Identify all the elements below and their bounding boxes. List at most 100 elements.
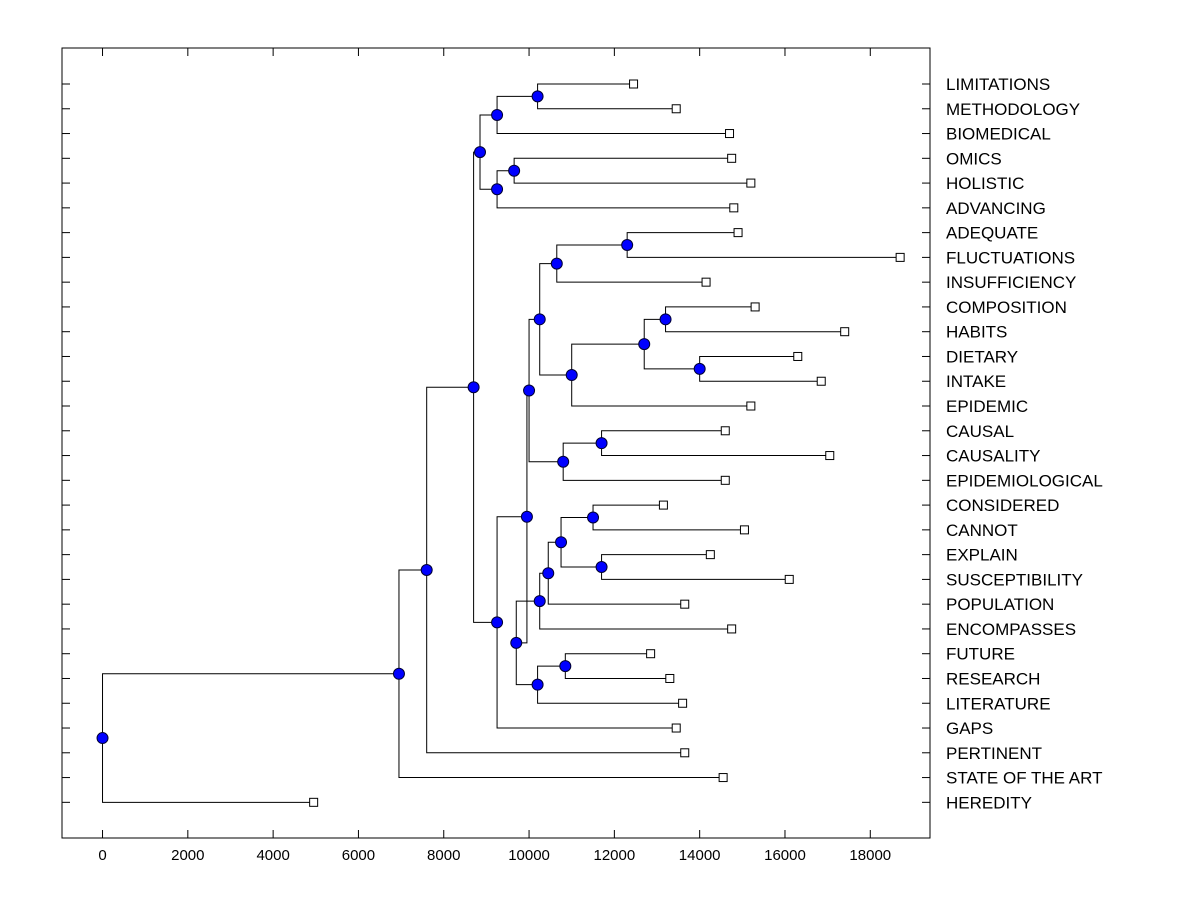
leaf-marker-state-of-the-art (718, 773, 728, 783)
branch-n11 (571, 343, 751, 407)
node-marker-n5 (474, 146, 487, 159)
node-marker-n15 (523, 384, 536, 397)
x-tick-label: 0 (98, 847, 106, 864)
node-marker-n3 (508, 164, 521, 177)
plot-frame (61, 47, 931, 839)
x-tick-label: 8000 (427, 847, 460, 864)
leaf-label-cannot: CANNOT (946, 521, 1018, 540)
branch-n27 (426, 386, 685, 754)
leaf-label-causal: CAUSAL (946, 422, 1014, 441)
node-marker-n13 (595, 437, 608, 450)
branch-n10 (643, 318, 700, 370)
leaf-label-pertinent: PERTINENT (946, 744, 1042, 763)
leaf-marker-epidemic (746, 401, 756, 411)
leaf-label-epidemiological: EPIDEMIOLOGICAL (946, 471, 1103, 490)
branch-n18 (560, 516, 602, 568)
node-marker-n22 (531, 678, 544, 691)
leaf-marker-pertinent (680, 748, 690, 758)
leaf-marker-explain (705, 550, 715, 560)
leaf-markers (309, 79, 905, 807)
node-marker-n1 (531, 90, 544, 103)
leaf-marker-research (665, 673, 675, 683)
branch-n25 (496, 516, 677, 729)
node-marker-n2 (491, 108, 504, 121)
leaf-label-susceptibility: SUSCEPTIBILITY (946, 570, 1083, 589)
node-marker-n21 (559, 660, 572, 673)
node-marker-n19 (542, 567, 555, 580)
leaf-label-research: RESEARCH (946, 669, 1040, 688)
leaf-label-gaps: GAPS (946, 719, 993, 738)
leaf-marker-population (680, 599, 690, 609)
node-marker-n12 (533, 313, 546, 326)
node-markers (96, 90, 706, 745)
leaf-marker-adequate (733, 228, 743, 238)
leaf-label-biomedical: BIOMEDICAL (946, 125, 1051, 144)
leaf-marker-fluctuations (895, 252, 905, 262)
node-marker-n9 (693, 362, 706, 375)
leaf-marker-causal (720, 426, 730, 436)
branch-n4 (496, 170, 734, 209)
node-marker-n27 (420, 564, 433, 577)
leaf-label-holistic: HOLISTIC (946, 174, 1024, 193)
node-marker-n4 (491, 183, 504, 196)
node-marker-n26 (467, 381, 480, 394)
leaf-label-methodology: METHODOLOGY (946, 100, 1080, 119)
x-tick-label: 14000 (679, 847, 721, 864)
leaf-marker-gaps (671, 723, 681, 733)
leaf-label-future: FUTURE (946, 645, 1015, 664)
branch-n22 (537, 665, 683, 704)
leaf-marker-holistic (746, 178, 756, 188)
leaf-marker-encompasses (727, 624, 737, 634)
leaf-labels: LIMITATIONS METHODOLOGY BIOMEDICAL OMICS HOL… (946, 75, 1103, 812)
leaf-label-population: POPULATION (946, 595, 1054, 614)
x-tick-label: 16000 (764, 847, 806, 864)
leaf-label-omics: OMICS (946, 149, 1002, 168)
node-marker-n8 (659, 313, 672, 326)
branch-n9 (699, 355, 822, 382)
node-marker-n25 (491, 616, 504, 629)
leaf-marker-omics (727, 153, 737, 163)
leaf-marker-intake (816, 376, 826, 386)
leaf-marker-considered (658, 500, 668, 510)
branch-n3 (513, 157, 751, 184)
branch-n7 (556, 244, 707, 283)
x-tick-label: 6000 (342, 847, 375, 864)
leaf-marker-causality (825, 451, 835, 461)
leaf-marker-insufficiency (701, 277, 711, 287)
x-tick-label: 10000 (508, 847, 550, 864)
leaf-marker-heredity (309, 797, 319, 807)
leaf-label-fluctuations: FLUCTUATIONS (946, 248, 1075, 267)
node-marker-n6 (621, 239, 634, 252)
leaf-marker-limitations (629, 79, 639, 89)
leaf-label-advancing: ADVANCING (946, 199, 1046, 218)
y-axis-ticks (62, 83, 930, 803)
leaf-marker-methodology (671, 104, 681, 114)
node-marker-n7 (550, 257, 563, 270)
x-tick-label: 2000 (171, 847, 204, 864)
leaf-label-state-of-the-art: STATE OF THE ART (946, 769, 1103, 788)
leaf-marker-cannot (739, 525, 749, 535)
leaf-label-adequate: ADEQUATE (946, 224, 1038, 243)
leaf-label-intake: INTAKE (946, 372, 1006, 391)
node-marker-n23 (510, 636, 523, 649)
branch-n6 (626, 232, 901, 258)
leaf-label-heredity: HEREDITY (946, 793, 1032, 812)
leaf-label-epidemic: EPIDEMIC (946, 397, 1028, 416)
leaf-marker-literature (678, 698, 688, 708)
node-marker-n28 (392, 667, 405, 680)
branch-n19 (547, 541, 685, 605)
x-tick-label: 12000 (594, 847, 636, 864)
node-marker-n10 (638, 338, 651, 351)
leaf-label-habits: HABITS (946, 323, 1007, 342)
branch-n28 (398, 569, 724, 779)
branch-n1 (537, 83, 677, 110)
branch-n17 (601, 554, 790, 580)
leaf-marker-future (646, 649, 656, 659)
leaf-marker-dietary (793, 351, 803, 361)
node-marker-n18 (555, 536, 568, 549)
node-marker-n20 (533, 595, 546, 608)
leaf-marker-biomedical (725, 129, 735, 139)
branch-n13 (601, 430, 830, 457)
branch-n16 (592, 504, 745, 531)
branch-n14 (562, 442, 726, 481)
